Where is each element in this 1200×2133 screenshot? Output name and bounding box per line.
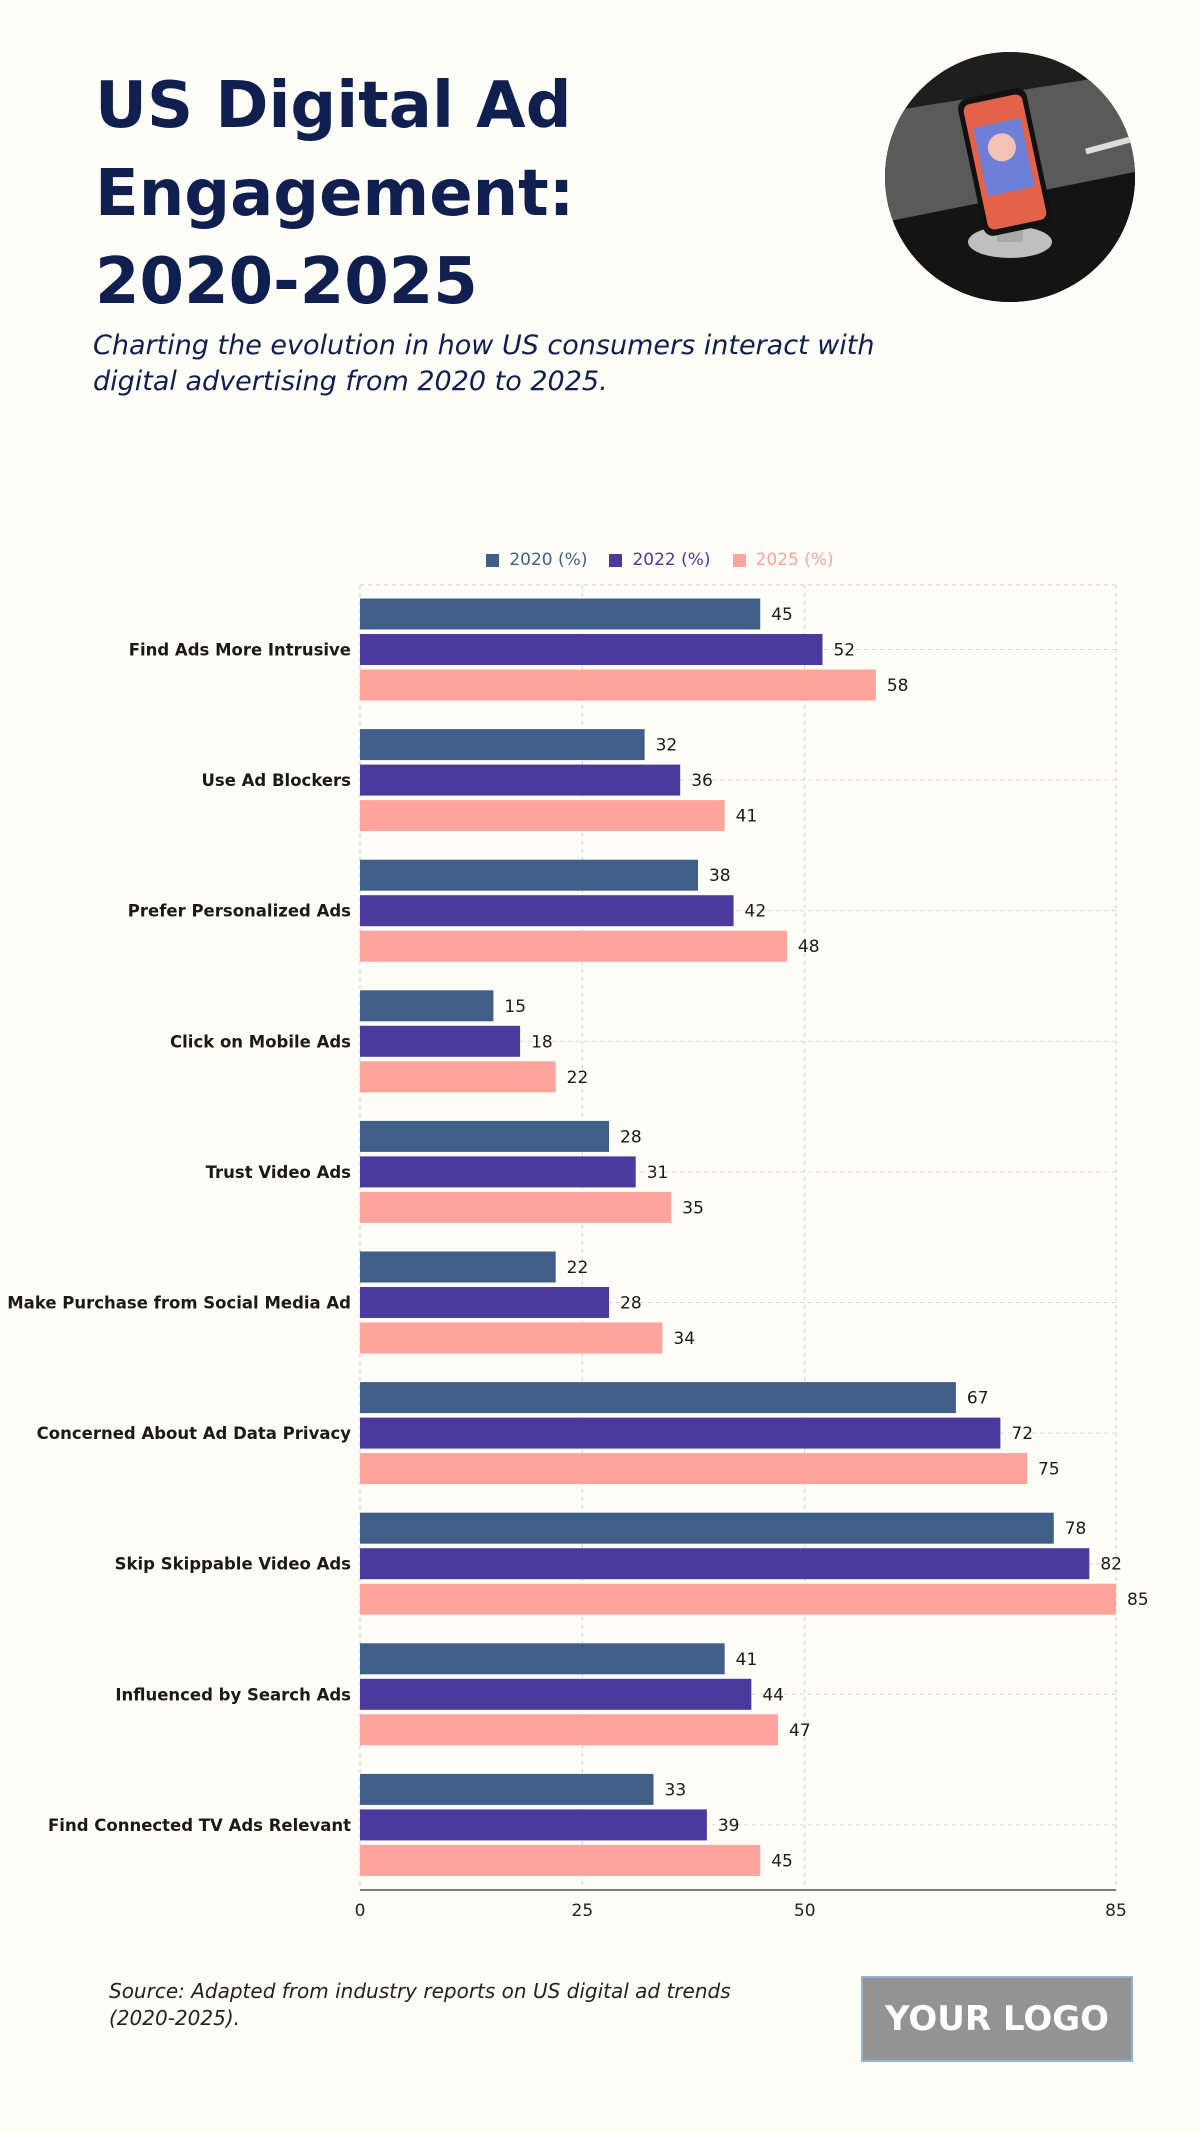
bar [360, 1061, 556, 1093]
category-label: Influenced by Search Ads [115, 1685, 351, 1704]
data-label: 32 [656, 736, 678, 756]
data-label: 85 [1127, 1590, 1149, 1610]
legend-label: 2020 (%) [509, 550, 588, 570]
data-label: 82 [1100, 1555, 1122, 1575]
data-label: 42 [745, 902, 767, 922]
legend-swatch [609, 553, 623, 567]
bar [360, 764, 681, 796]
bar [360, 1809, 707, 1841]
bar [360, 1382, 956, 1414]
category-label: Find Ads More Intrusive [129, 641, 351, 660]
bar [360, 1287, 610, 1318]
x-tick-label: 50 [794, 1901, 816, 1921]
bar [360, 729, 645, 761]
bar [360, 895, 734, 927]
data-label: 38 [709, 866, 731, 886]
legend-label: 2025 (%) [755, 550, 834, 570]
bar-chart: 0 25 50 85 Find Ads More Intrusive 45 52 58 Use … [7, 584, 1149, 1921]
phone-photo [885, 52, 1135, 302]
legend-item-2022: 2022 (%) [609, 550, 711, 570]
bar [360, 1583, 1116, 1615]
data-label: 52 [833, 641, 855, 661]
category-label: Use Ad Blockers [201, 771, 351, 790]
data-label: 36 [691, 771, 713, 791]
data-label: 44 [762, 1685, 784, 1705]
bar [360, 990, 494, 1022]
data-label: 22 [567, 1258, 589, 1278]
data-label: 22 [567, 1068, 589, 1088]
legend-label: 2022 (%) [632, 550, 711, 570]
category-label: Make Purchase from Social Media Ad [7, 1294, 351, 1313]
bar [360, 930, 787, 962]
bar [360, 669, 876, 701]
bar [360, 1156, 636, 1188]
data-label: 67 [967, 1389, 989, 1409]
logo-placeholder: YOUR LOGO [861, 1976, 1133, 2062]
category-label: Skip Skippable Video Ads [115, 1555, 352, 1574]
bar [360, 1548, 1090, 1580]
data-label: 72 [1011, 1424, 1033, 1444]
bar [360, 1025, 521, 1057]
data-label: 28 [620, 1294, 642, 1314]
bar [360, 1251, 556, 1283]
data-label: 41 [736, 807, 758, 827]
data-label: 58 [887, 676, 909, 696]
bar [360, 1191, 672, 1223]
data-label: 28 [620, 1127, 642, 1147]
chart-legend: 2020 (%) 2022 (%) 2025 (%) [0, 550, 1200, 570]
data-label: 75 [1038, 1460, 1060, 1480]
data-label: 47 [789, 1721, 811, 1741]
bar [360, 859, 698, 891]
source-note: Source: Adapted from industry reports on… [109, 1979, 731, 2030]
bar [360, 1678, 752, 1710]
bar [360, 1773, 654, 1805]
data-label: 31 [647, 1163, 669, 1183]
x-tick-label: 0 [355, 1901, 366, 1921]
data-label: 41 [736, 1650, 758, 1670]
bar [360, 1322, 663, 1354]
data-label: 18 [531, 1032, 553, 1052]
category-label: Concerned About Ad Data Privacy [37, 1424, 352, 1443]
data-label: 33 [665, 1780, 687, 1800]
data-label: 39 [718, 1816, 740, 1836]
data-label: 34 [673, 1329, 695, 1349]
data-label: 48 [798, 937, 820, 957]
legend-swatch [486, 553, 500, 567]
legend-swatch [732, 553, 746, 567]
bar [360, 634, 823, 665]
x-tick-label: 85 [1105, 1901, 1127, 1921]
data-label: 78 [1065, 1519, 1087, 1539]
category-label: Click on Mobile Ads [170, 1032, 351, 1051]
bar [360, 1417, 1001, 1449]
data-label: 45 [771, 605, 793, 625]
bar [360, 1714, 779, 1746]
category-label: Find Connected TV Ads Relevant [48, 1816, 351, 1835]
legend-item-2020: 2020 (%) [486, 550, 587, 570]
page-title: US Digital Ad Engagement: 2020-2025 [95, 69, 575, 319]
data-label: 35 [682, 1198, 704, 1218]
bar [360, 800, 725, 832]
category-label: Prefer Personalized Ads [128, 902, 351, 921]
page-subtitle: Charting the evolution in how US consume… [93, 330, 875, 397]
data-label: 15 [504, 997, 526, 1017]
bar [360, 598, 761, 630]
legend-item-2025: 2025 (%) [732, 550, 834, 570]
data-label: 45 [771, 1851, 793, 1871]
bar [360, 1120, 610, 1152]
x-tick-label: 25 [572, 1901, 594, 1921]
bar [360, 1844, 761, 1876]
bar [360, 1453, 1028, 1485]
bar [360, 1512, 1054, 1544]
bar [360, 1643, 725, 1675]
category-label: Trust Video Ads [206, 1163, 352, 1182]
